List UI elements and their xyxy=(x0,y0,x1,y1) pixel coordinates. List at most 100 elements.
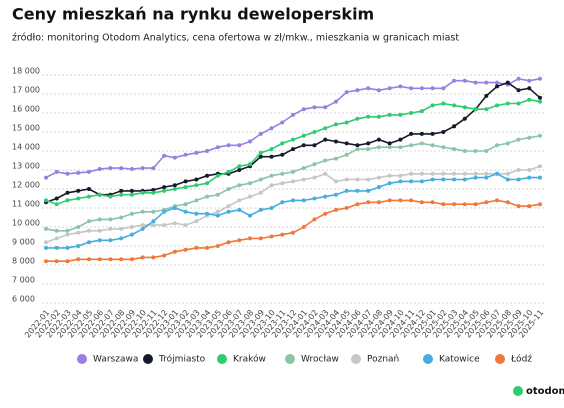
data-point xyxy=(301,198,306,203)
data-point xyxy=(473,202,478,207)
data-point xyxy=(237,164,242,169)
data-point xyxy=(452,202,457,207)
data-point xyxy=(462,202,467,207)
data-point xyxy=(505,80,510,85)
data-point xyxy=(76,225,81,229)
data-point xyxy=(366,114,371,119)
data-point xyxy=(248,162,253,167)
data-point xyxy=(162,185,167,190)
data-point xyxy=(258,131,263,136)
data-point xyxy=(376,137,381,142)
data-point xyxy=(291,230,295,235)
y-tick-label: 6 000 xyxy=(12,295,35,304)
legend-swatch xyxy=(285,354,295,364)
data-point xyxy=(108,166,113,171)
data-point xyxy=(248,181,253,186)
data-point xyxy=(269,183,274,188)
data-point xyxy=(119,166,124,171)
data-point xyxy=(398,145,403,150)
data-point xyxy=(65,190,70,195)
data-point xyxy=(301,225,306,229)
data-point xyxy=(151,209,156,214)
y-tick-label: 11 000 xyxy=(12,200,40,209)
data-point xyxy=(162,153,167,158)
data-point xyxy=(172,249,177,254)
data-point xyxy=(462,149,467,153)
y-tick-label: 7 000 xyxy=(12,276,35,285)
data-point xyxy=(86,219,91,224)
data-point xyxy=(248,236,253,241)
data-point xyxy=(129,167,134,172)
data-point xyxy=(495,143,500,148)
data-point xyxy=(44,226,48,231)
brand-icon xyxy=(513,386,523,396)
data-point xyxy=(301,133,306,138)
data-point xyxy=(65,198,70,203)
data-point xyxy=(226,209,231,214)
data-point xyxy=(376,88,381,93)
data-point xyxy=(398,112,403,117)
data-point xyxy=(376,200,381,205)
data-point xyxy=(484,149,489,153)
data-point xyxy=(108,194,113,199)
data-point xyxy=(344,141,349,146)
data-point xyxy=(162,188,167,193)
data-point xyxy=(183,152,188,157)
data-point xyxy=(237,238,242,243)
data-point xyxy=(441,86,446,91)
data-point xyxy=(473,171,478,176)
data-point xyxy=(462,105,467,110)
data-point xyxy=(108,226,113,231)
chart-title: Ceny mieszkań na rynku deweloperskim xyxy=(12,5,374,24)
data-point xyxy=(398,173,403,178)
series-line xyxy=(45,77,541,179)
data-point xyxy=(409,179,414,184)
data-point xyxy=(108,217,113,222)
brand: otodom xyxy=(526,386,564,397)
data-point xyxy=(323,171,328,176)
data-point xyxy=(398,84,403,89)
data-point xyxy=(473,107,478,112)
data-point xyxy=(344,120,349,125)
data-point xyxy=(538,76,542,81)
data-point xyxy=(291,198,295,203)
data-point xyxy=(151,166,156,171)
data-point xyxy=(54,169,59,174)
data-point xyxy=(280,152,285,157)
legend-label: Kraków xyxy=(233,354,266,365)
data-point xyxy=(527,168,532,172)
data-point xyxy=(258,154,263,159)
data-point xyxy=(151,187,156,192)
data-point xyxy=(97,167,102,172)
data-point xyxy=(301,143,306,148)
data-point xyxy=(312,175,317,180)
data-point xyxy=(237,207,242,212)
data-point xyxy=(398,137,403,142)
legend-swatch xyxy=(423,354,433,364)
data-point xyxy=(441,177,446,182)
data-point xyxy=(333,156,338,161)
data-point xyxy=(291,147,295,152)
data-point xyxy=(119,215,124,220)
data-point xyxy=(538,175,542,180)
data-point xyxy=(344,188,349,193)
data-point xyxy=(495,84,500,89)
data-point xyxy=(355,116,360,121)
data-point xyxy=(323,158,328,163)
data-point xyxy=(183,202,188,207)
data-point xyxy=(97,217,102,222)
data-point xyxy=(355,188,360,193)
data-point xyxy=(484,80,489,85)
data-point xyxy=(323,194,328,199)
legend-label: Trójmiasto xyxy=(158,354,206,365)
data-point xyxy=(172,221,177,226)
data-point xyxy=(441,130,446,134)
data-point xyxy=(505,171,510,176)
data-point xyxy=(269,126,274,131)
data-point xyxy=(355,143,360,148)
data-point xyxy=(344,152,349,157)
data-point xyxy=(452,147,457,152)
data-point xyxy=(355,88,360,93)
legend-label: Poznań xyxy=(367,355,399,365)
